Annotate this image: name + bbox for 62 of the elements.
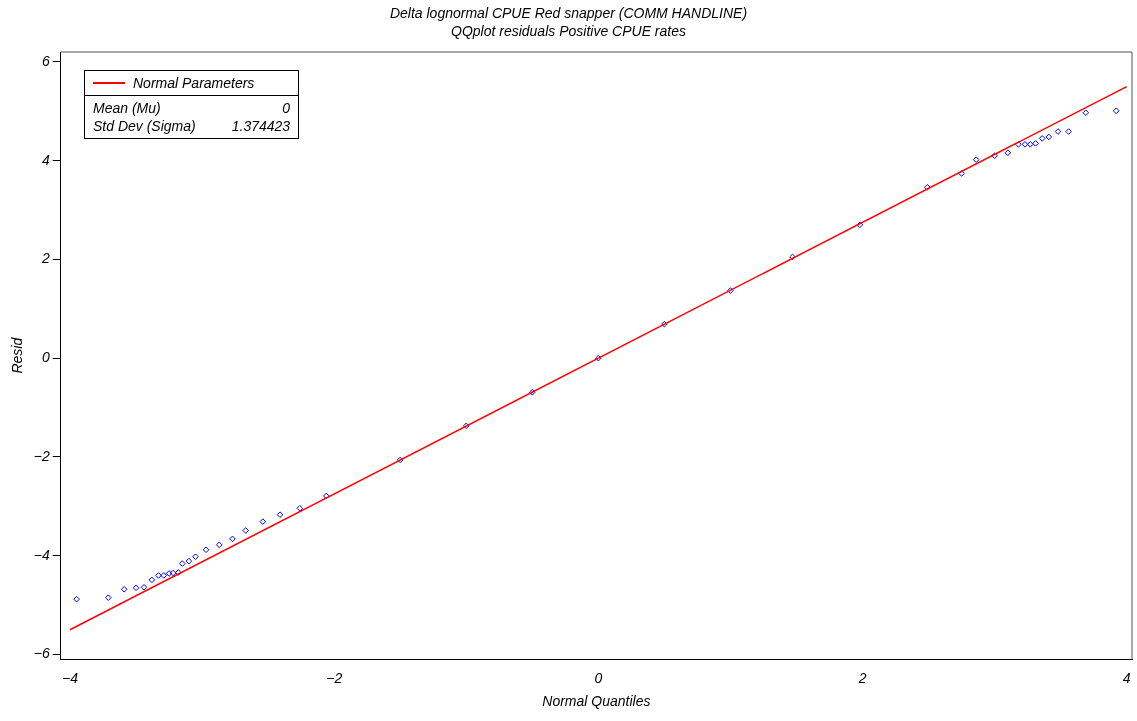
point — [185, 557, 193, 565]
point — [1045, 133, 1053, 141]
point — [120, 585, 128, 593]
point — [727, 287, 734, 294]
x-tick-label: 4 — [1122, 669, 1131, 686]
point — [132, 584, 140, 592]
x-tick-label: −2 — [326, 669, 343, 686]
point — [1065, 128, 1072, 135]
point — [140, 584, 148, 591]
point — [229, 535, 236, 543]
point — [1032, 140, 1039, 147]
point — [178, 560, 186, 567]
point — [923, 184, 931, 191]
y-tick-label: −6 — [33, 645, 50, 662]
y-tick-label: −2 — [33, 447, 50, 464]
point — [215, 541, 223, 549]
point — [1026, 141, 1034, 148]
point — [595, 354, 602, 362]
point — [169, 569, 177, 577]
y-axis-title: Resid — [9, 336, 26, 374]
point — [105, 594, 112, 601]
point — [148, 576, 156, 584]
point — [160, 572, 168, 579]
point — [155, 572, 162, 579]
y-tick-label: 0 — [41, 349, 50, 366]
point — [789, 253, 796, 261]
point — [972, 156, 980, 163]
annotation: Std Dev (Sigma) — [92, 117, 197, 135]
y-tick-label: 4 — [41, 151, 50, 168]
point — [529, 388, 536, 396]
y-tick-label: −4 — [33, 546, 50, 563]
annotation: 0 — [281, 99, 292, 117]
x-tick-label: −4 — [62, 669, 79, 686]
annotation: 1.374423 — [230, 117, 292, 135]
point — [202, 546, 210, 554]
point — [1021, 141, 1029, 148]
point — [73, 595, 80, 603]
point — [242, 527, 249, 534]
x-tick-label: 2 — [857, 669, 867, 686]
point — [165, 570, 173, 577]
point — [1082, 109, 1090, 117]
point — [1038, 135, 1046, 142]
x-axis-title: Normal Quantiles — [542, 693, 651, 710]
point — [396, 456, 404, 464]
point — [296, 504, 304, 512]
x-tick-label: 0 — [594, 669, 603, 686]
point — [259, 518, 267, 525]
y-tick-label: 2 — [40, 250, 50, 267]
annotation: Mean (Mu) — [92, 99, 162, 117]
legend-label: Normal Parameters — [133, 75, 255, 91]
point — [991, 152, 998, 159]
point — [1112, 107, 1120, 115]
point — [1054, 128, 1062, 135]
y-tick-label: 6 — [41, 52, 50, 69]
point — [462, 422, 470, 430]
point — [276, 511, 284, 519]
point — [322, 492, 330, 500]
point — [1004, 149, 1012, 157]
point — [192, 553, 199, 560]
point — [661, 320, 668, 328]
chart-subtitle: QQplot residuals Positive CPUE rates — [450, 22, 687, 40]
chart-title: Delta lognormal CPUE Red snapper (COMM HANDLINE) — [388, 4, 749, 22]
